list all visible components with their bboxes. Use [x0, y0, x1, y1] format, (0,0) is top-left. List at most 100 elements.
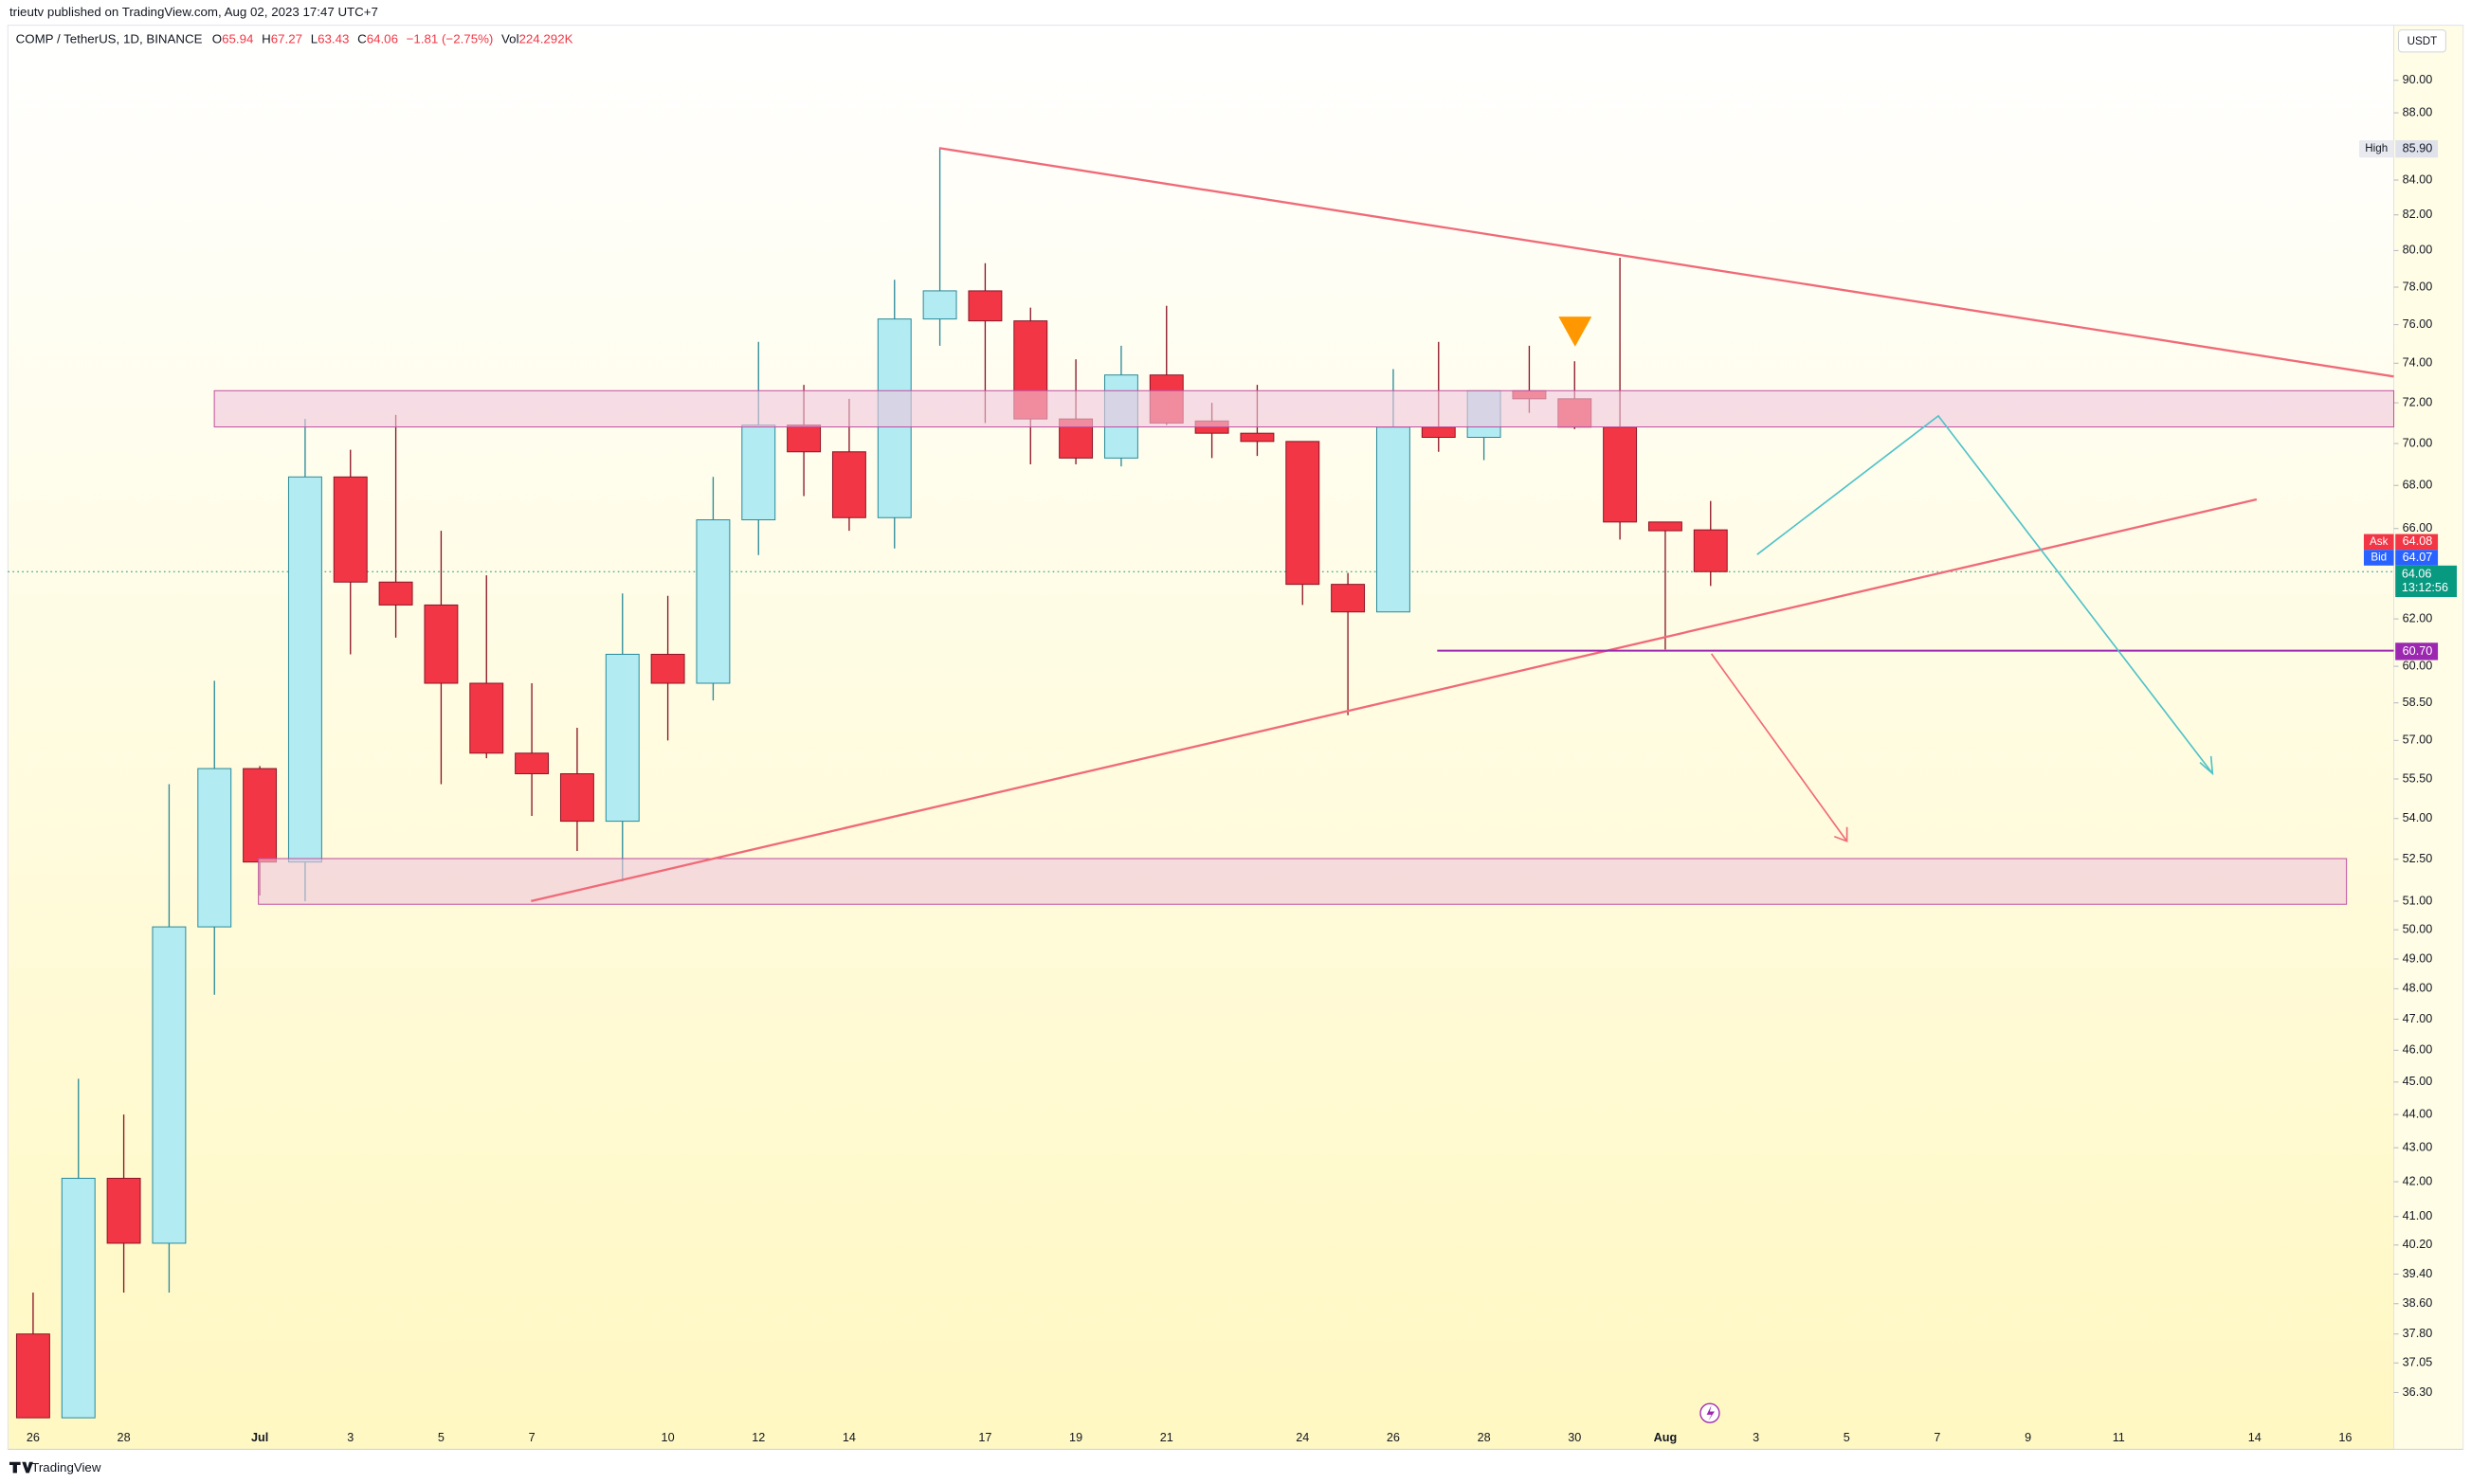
- brand-name[interactable]: TradingView: [31, 1460, 101, 1475]
- candle-body: [1647, 521, 1682, 532]
- x-tick-label: 16: [2338, 1431, 2352, 1444]
- x-tick-label: 5: [1844, 1431, 1850, 1444]
- candle-body: [197, 768, 232, 928]
- publisher-line: trieutv published on TradingView.com, Au…: [9, 5, 378, 19]
- candle-body: [106, 1177, 141, 1244]
- upper-trendline: [938, 147, 2394, 378]
- y-tick-label: 40.20: [2403, 1238, 2433, 1251]
- candle-body: [1421, 426, 1456, 439]
- x-tick-label: 14: [2248, 1431, 2262, 1444]
- candle-body: [559, 773, 594, 823]
- y-tick-label: 70.00: [2403, 436, 2433, 449]
- x-tick-label: 9: [2025, 1431, 2031, 1444]
- volume-label: Vol: [501, 31, 519, 45]
- countdown: 13:12:56: [2402, 581, 2448, 594]
- ohlc-label: L: [311, 31, 318, 45]
- candle-body: [831, 451, 866, 518]
- candle-body: [1285, 441, 1320, 586]
- x-tick-label: 28: [118, 1431, 131, 1444]
- currency-button[interactable]: [2398, 29, 2446, 53]
- y-tick-label: 72.00: [2403, 395, 2433, 408]
- candle-body: [152, 926, 187, 1244]
- x-tick-label: 11: [2113, 1431, 2125, 1444]
- x-tick-label: 3: [347, 1431, 354, 1444]
- y-tick-label: 47.00: [2403, 1012, 2433, 1025]
- candle-body: [1375, 426, 1410, 613]
- x-tick-label: 30: [1568, 1431, 1581, 1444]
- x-tick-label: 26: [1387, 1431, 1400, 1444]
- support-zone: [258, 858, 2348, 905]
- y-tick-label: 60.00: [2403, 659, 2433, 672]
- plot-area: [7, 25, 2395, 1450]
- y-tick-label: 68.00: [2403, 479, 2433, 492]
- x-tick-label: 19: [1069, 1431, 1082, 1444]
- y-tick-label: 39.40: [2403, 1267, 2433, 1280]
- candle-body: [787, 425, 822, 453]
- currency-label[interactable]: USDT: [2407, 35, 2438, 47]
- volume-value: 224.292K: [519, 31, 573, 45]
- ask-value: 64.08: [2403, 534, 2433, 548]
- brand[interactable]: TradingView: [9, 1460, 101, 1475]
- candle-body: [424, 604, 459, 684]
- candle-body: [650, 653, 685, 684]
- level-value-box: [2395, 642, 2439, 661]
- candle-body: [922, 290, 957, 320]
- candle-body: [1331, 584, 1366, 613]
- y-tick-label: 78.00: [2403, 280, 2433, 293]
- y-tick-label: 52.50: [2403, 852, 2433, 865]
- bid-label: Bid: [2371, 552, 2387, 564]
- candles: [15, 147, 1728, 1419]
- x-tick-label: 5: [438, 1431, 445, 1444]
- ohlc-label: H: [262, 31, 271, 45]
- candle-body: [696, 519, 731, 684]
- candle-body: [469, 682, 504, 754]
- bid-value-box: [2395, 550, 2439, 566]
- candle-body: [15, 1333, 50, 1419]
- y-tick-label: 51.00: [2403, 894, 2433, 907]
- x-tick-label: 3: [1753, 1431, 1759, 1444]
- y-tick-label: 82.00: [2403, 208, 2433, 221]
- candle-body: [605, 653, 640, 823]
- y-tick-label: 48.00: [2403, 982, 2433, 995]
- price-axis: [2393, 25, 2464, 1450]
- event-bolt[interactable]: [1706, 1404, 1715, 1421]
- bid-label-box: [2363, 550, 2394, 566]
- ohlc-value: 63.43: [318, 31, 349, 45]
- candle-body: [243, 768, 278, 863]
- y-tick-label: 76.00: [2403, 317, 2433, 331]
- x-tick-label: 7: [529, 1431, 536, 1444]
- x-tick-label: 12: [752, 1431, 765, 1444]
- ohlc-value: 64.06: [367, 31, 398, 45]
- y-tick-label: 57.00: [2403, 733, 2433, 747]
- y-tick-label: 50.00: [2403, 922, 2433, 935]
- candle-body: [1240, 432, 1275, 443]
- y-axis: 90.00 88.00 84.00 82.00 80.00 78.00 76.00 74.00…: [8, 73, 2432, 1444]
- candle-body: [1603, 426, 1638, 523]
- y-tick-label: 90.00: [2403, 73, 2433, 86]
- y-tick-label: 80.00: [2403, 244, 2433, 257]
- candle-body: [333, 476, 368, 583]
- high-value: 85.90: [2403, 141, 2433, 154]
- change: −1.81 (−2.75%): [407, 31, 494, 45]
- y-tick-label: 55.50: [2403, 771, 2433, 785]
- y-tick-label: 45.00: [2403, 1075, 2433, 1088]
- y-tick-label: 58.50: [2403, 696, 2433, 709]
- y-tick-label: 38.60: [2403, 1296, 2433, 1310]
- symbol: COMP / TetherUS, 1D, BINANCE: [16, 31, 203, 45]
- high-value-box: [2395, 139, 2439, 158]
- y-tick-label: 49.00: [2403, 951, 2433, 965]
- candle-body: [1693, 529, 1728, 572]
- ask-label: Ask: [2370, 535, 2389, 548]
- y-tick-label: 44.00: [2403, 1107, 2433, 1120]
- candle-body: [741, 425, 776, 521]
- brand-logo[interactable]: [9, 1461, 33, 1474]
- resistance-zone: [213, 389, 2395, 428]
- x-tick-label: 21: [1160, 1431, 1173, 1444]
- projection-path: [1756, 414, 2213, 774]
- bear-arrowhead: [1834, 826, 1848, 842]
- signal-triangle: [1558, 317, 1592, 347]
- lower-trendline: [531, 498, 2258, 903]
- y-tick-label: 37.05: [2403, 1356, 2433, 1369]
- candle-body: [378, 581, 413, 606]
